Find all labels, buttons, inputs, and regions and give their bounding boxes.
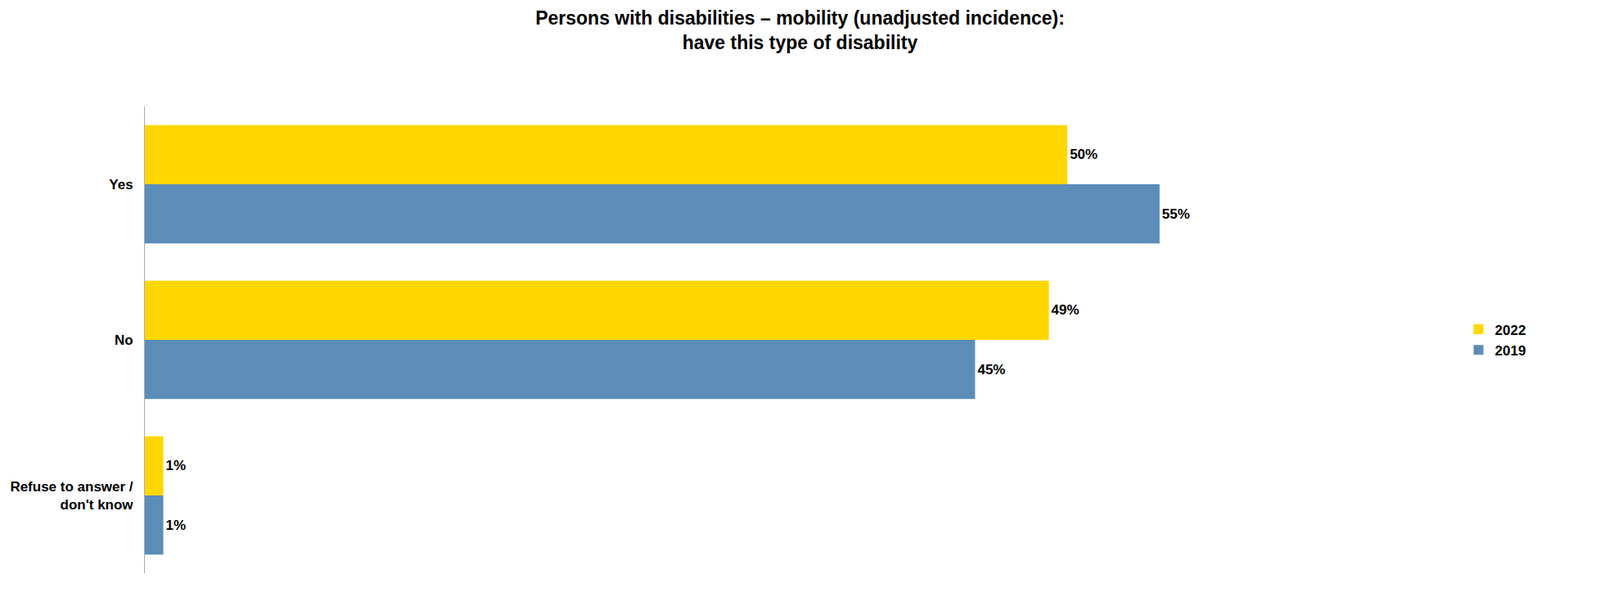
svg-text:Persons with disabilities – mo: Persons with disabilities – mobility (un… — [535, 7, 1065, 54]
svg-text:2019: 2019 — [1495, 342, 1527, 359]
svg-text:No: No — [114, 332, 134, 348]
svg-text:1%: 1% — [166, 517, 187, 533]
svg-text:45%: 45% — [977, 361, 1006, 378]
svg-text:2022: 2022 — [1495, 322, 1527, 339]
svg-text:55%: 55% — [1162, 206, 1190, 222]
svg-text:1%: 1% — [166, 457, 187, 474]
svg-text:49%: 49% — [1051, 301, 1080, 318]
svg-text:50%: 50% — [1069, 146, 1098, 163]
svg-text:Yes: Yes — [108, 176, 133, 193]
svg-text:Refuse to answer /don't know: Refuse to answer /don't know — [9, 478, 134, 513]
